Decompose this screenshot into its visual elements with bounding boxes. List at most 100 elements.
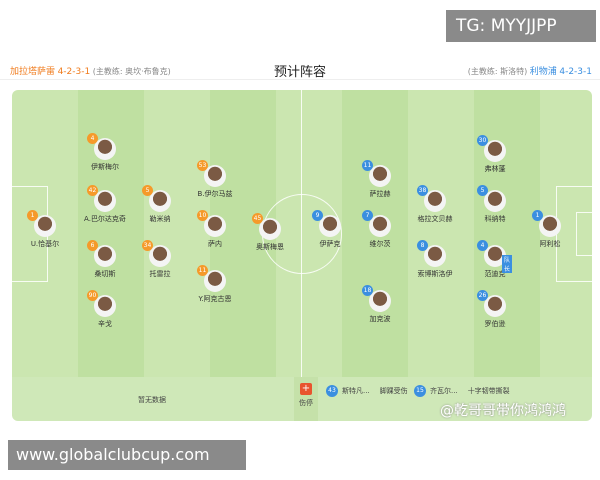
lineup-header: 加拉塔萨雷 4-2-3-1 (主教练: 奥坎·布鲁克) 预计阵容 (主教练: 斯… — [0, 58, 600, 80]
player-number: 6 — [87, 240, 98, 251]
player-number: 53 — [197, 160, 208, 171]
player-h[interactable]: 45 奥斯梅恩 — [240, 213, 300, 252]
player-number: 45 — [252, 213, 263, 224]
player-a[interactable]: 5 科纳特 — [465, 185, 525, 224]
site-watermark: www.globalclubcup.com — [8, 440, 246, 470]
player-a[interactable]: 1 阿利松 — [520, 210, 580, 249]
player-avatar: 6 — [87, 240, 116, 267]
player-name: 伊萨克 — [319, 240, 341, 248]
player-name: 萨拉赫 — [369, 190, 391, 198]
player-avatar: 4 — [87, 133, 116, 160]
player-number: 9 — [312, 210, 323, 221]
player-name: 索博斯洛伊 — [417, 270, 453, 278]
player-name: 辛戈 — [98, 320, 112, 328]
player-name: 阿利松 — [539, 240, 561, 248]
away-coach: (主教练: 斯洛特) — [467, 67, 528, 76]
home-team-name[interactable]: 加拉塔萨雷 — [10, 67, 56, 77]
player-avatar: 11 — [362, 160, 391, 187]
player-avatar: 38 — [417, 185, 446, 212]
injury-item[interactable]: 43 斯特凡... 脚踝受伤 — [326, 385, 408, 397]
player-number: 4 — [87, 133, 98, 144]
player-avatar: 18 — [362, 285, 391, 312]
player-number: 42 — [87, 185, 98, 196]
player-name: 勒米纳 — [149, 215, 171, 223]
player-name: 格拉文贝赫 — [417, 215, 453, 223]
player-number: 34 — [142, 240, 153, 251]
player-h[interactable]: 6 桑切斯 — [75, 240, 135, 279]
player-avatar: 1 — [532, 210, 561, 237]
player-a[interactable]: 38 格拉文贝赫 — [405, 185, 465, 224]
player-a[interactable]: 18 加克波 — [350, 285, 410, 324]
player-number: 15 — [414, 385, 426, 397]
player-name: A.巴尔达克奇 — [84, 215, 126, 223]
player-h[interactable]: 90 辛戈 — [75, 290, 135, 329]
player-name: 伊斯梅尔 — [91, 163, 119, 171]
player-number: 1 — [532, 210, 543, 221]
player-avatar: 90 — [87, 290, 116, 317]
away-goal-box — [576, 212, 592, 256]
player-h[interactable]: 5 勒米纳 — [130, 185, 190, 224]
pitch: 1 U.恰基尔 4 伊斯梅尔 42 A.巴尔达克奇 6 桑切斯 90 辛戈 5 勒米纳 34 托雷拉 53 B… — [12, 90, 592, 377]
player-avatar: 10 — [197, 210, 226, 237]
player-h[interactable]: 4 伊斯梅尔 — [75, 133, 135, 172]
medical-kit-icon: + — [300, 383, 312, 395]
player-a[interactable]: 11 萨拉赫 — [350, 160, 410, 199]
player-number: 43 — [326, 385, 338, 397]
player-avatar: 1 — [27, 210, 56, 237]
player-avatar: 9 — [312, 210, 341, 237]
player-avatar: 11 — [197, 265, 226, 292]
player-avatar: 53 — [197, 160, 226, 187]
player-h[interactable]: 53 B.伊尔马兹 — [185, 160, 245, 199]
player-h[interactable]: 10 萨内 — [185, 210, 245, 249]
player-name: 罗伯逊 — [484, 320, 506, 328]
home-injuries: 暂无数据 — [138, 396, 166, 404]
player-number: 18 — [362, 285, 373, 296]
player-avatar: 7 — [362, 210, 391, 237]
player-number: 5 — [477, 185, 488, 196]
injury-reason: 脚踝受伤 — [379, 387, 408, 395]
injury-label: 伤停 — [299, 399, 313, 407]
player-name: 斯特凡... — [342, 387, 370, 395]
player-name: 桑切斯 — [94, 270, 116, 278]
player-number: 11 — [197, 265, 208, 276]
player-name: Y.阿克古恩 — [198, 295, 232, 303]
player-avatar: 42 — [87, 185, 116, 212]
player-a[interactable]: 26 罗伯逊 — [465, 290, 525, 329]
player-name: 萨内 — [208, 240, 222, 248]
home-coach: (主教练: 奥坎·布鲁克) — [92, 67, 171, 76]
player-h[interactable]: 1 U.恰基尔 — [15, 210, 75, 249]
captain-badge: 队长 — [502, 255, 513, 273]
player-a[interactable]: 30 弗林蓬 — [465, 135, 525, 174]
player-h[interactable]: 42 A.巴尔达克奇 — [75, 185, 135, 224]
player-number: 5 — [142, 185, 153, 196]
away-formation: 4-2-3-1 — [559, 67, 592, 77]
injury-item[interactable]: 15 齐瓦尔... 十字韧带撕裂 — [414, 385, 510, 397]
player-name: 加克波 — [369, 315, 391, 323]
page-title: 预计阵容 — [273, 65, 326, 80]
player-name: 齐瓦尔... — [430, 387, 458, 395]
player-h[interactable]: 11 Y.阿克古恩 — [185, 265, 245, 304]
player-name: 奥斯梅恩 — [256, 243, 284, 251]
player-avatar: 5 — [142, 185, 171, 212]
player-name: 范迪克 — [484, 270, 506, 278]
player-a[interactable]: 7 维尔茨 — [350, 210, 410, 249]
player-number: 7 — [362, 210, 373, 221]
player-number: 11 — [362, 160, 373, 171]
player-a[interactable]: 4 队长 范迪克 — [465, 240, 525, 279]
weibo-watermark: @乾哥哥带你鸿鸿鸿 — [440, 403, 566, 419]
player-a[interactable]: 8 索博斯洛伊 — [405, 240, 465, 279]
player-avatar: 5 — [477, 185, 506, 212]
player-name: B.伊尔马兹 — [197, 190, 233, 198]
player-number: 26 — [477, 290, 488, 301]
player-number: 4 — [477, 240, 488, 251]
player-h[interactable]: 34 托雷拉 — [130, 240, 190, 279]
away-team-name[interactable]: 利物浦 — [529, 67, 557, 77]
player-number: 8 — [417, 240, 428, 251]
injury-reason: 十字韧带撕裂 — [467, 387, 510, 395]
player-a[interactable]: 9 伊萨克 — [300, 210, 360, 249]
player-name: U.恰基尔 — [30, 240, 60, 248]
player-number: 30 — [477, 135, 488, 146]
injury-panel: 暂无数据 + 伤停 43 斯特凡... 脚踝受伤 15 齐瓦尔... 十字韧带撕裂 — [12, 377, 592, 421]
player-number: 1 — [27, 210, 38, 221]
player-name: 维尔茨 — [369, 240, 391, 248]
